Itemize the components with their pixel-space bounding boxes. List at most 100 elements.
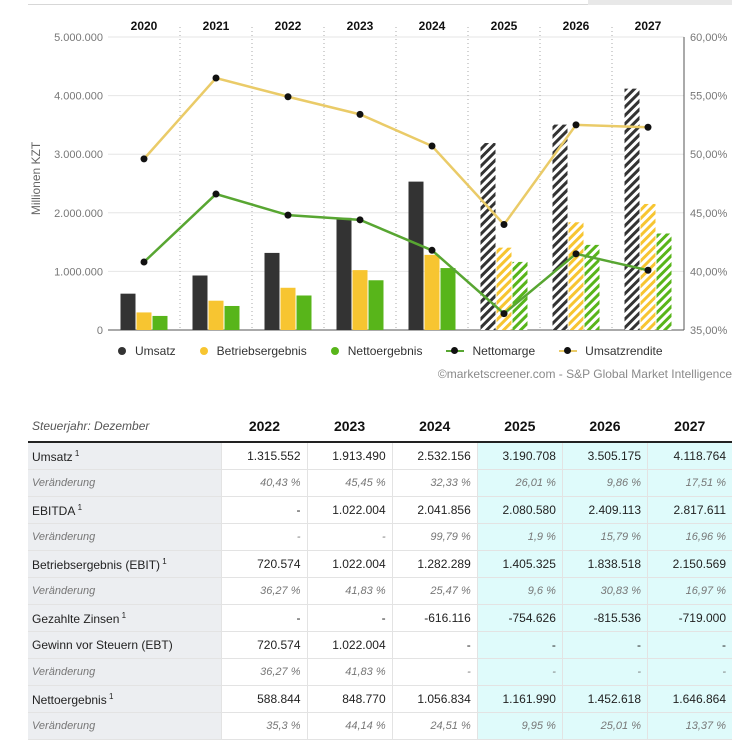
table-row: Veränderung 40,43 % 45,45 % 32,33 % 26,01 % 9… <box>28 469 732 497</box>
x-tick-label: 2025 <box>491 19 518 33</box>
table-cell: 2.150.569 <box>647 550 732 578</box>
bar-nettoergebnis <box>656 233 672 330</box>
table-cell: 588.844 <box>221 685 307 713</box>
y2-tick-label: 35,00% <box>690 325 728 337</box>
chart-legend: Umsatz Betriebsergebnis Nettoergebnis Ne… <box>118 344 687 358</box>
x-tick-label: 2021 <box>203 19 230 33</box>
table-cell: 1.022.004 <box>306 631 393 659</box>
x-tick-label: 2027 <box>635 19 662 33</box>
legend-item-betriebsergebnis[interactable]: Betriebsergebnis <box>199 344 307 358</box>
point-nettomarge <box>356 216 364 224</box>
table-cell: 1.838.518 <box>561 550 648 578</box>
row-label-text: Veränderung <box>32 720 96 732</box>
legend-label: Betriebsergebnis <box>216 344 307 358</box>
bar-nettoergebnis <box>512 261 528 330</box>
table-cell: 99,79 % <box>391 523 478 551</box>
table-cell: 32,33 % <box>391 469 478 497</box>
table-cell: 9,86 % <box>561 469 648 497</box>
bar-nettoergebnis <box>296 295 312 330</box>
table-cell: 24,51 % <box>391 712 478 740</box>
table-cell: - <box>306 604 393 632</box>
bar-betriebsergebnis <box>352 270 368 330</box>
point-umsatzrendite <box>572 121 580 129</box>
table-cell: 848.770 <box>306 685 393 713</box>
footnote-marker: 1 <box>106 691 114 701</box>
bar-betriebsergebnis <box>208 300 224 330</box>
row-label: Gewinn vor Steuern (EBT) <box>28 631 222 659</box>
table-row: Nettoergebnis 1 588.844 848.770 1.056.834 1.… <box>28 685 732 713</box>
row-label-text: Nettoergebnis <box>32 692 107 707</box>
table-row: Veränderung 36,27 % 41,83 % 25,47 % 9,6 % 30,… <box>28 577 732 605</box>
table-cell: 35,3 % <box>221 712 307 740</box>
bar-betriebsergebnis <box>568 222 584 330</box>
point-umsatzrendite <box>212 74 220 82</box>
row-label-text: Veränderung <box>32 585 96 597</box>
row-label-text: Umsatz <box>32 449 73 464</box>
table-cell: 3.190.708 <box>476 442 563 470</box>
x-tick-label: 2026 <box>563 19 590 33</box>
bar-nettoergebnis <box>224 305 240 330</box>
year-header: 2022 <box>221 411 307 443</box>
table-cell: 2.041.856 <box>391 496 478 524</box>
point-nettomarge <box>500 310 508 318</box>
legend-item-nettoergebnis[interactable]: Nettoergebnis <box>330 344 423 358</box>
table-cell: 25,47 % <box>391 577 478 605</box>
table-cell: -754.626 <box>476 604 563 632</box>
table-cell: 2.080.580 <box>476 496 563 524</box>
row-label-text: Gewinn vor Steuern (EBT) <box>32 638 173 652</box>
y-tick-label: 5.000.000 <box>54 32 103 44</box>
point-nettomarge <box>140 258 148 266</box>
legend-label: Nettoergebnis <box>347 344 423 358</box>
bar-umsatz <box>264 252 280 330</box>
point-nettomarge <box>212 190 220 198</box>
financial-table: Steuerjahr: Dezember 2022 2023 2024 2025… <box>28 411 732 740</box>
point-umsatzrendite <box>356 110 364 118</box>
legend-item-umsatz[interactable]: Umsatz <box>118 344 176 358</box>
year-header: 2024 <box>392 411 478 443</box>
table-cell: 2.532.156 <box>391 442 478 470</box>
x-tick-label: 2020 <box>131 19 158 33</box>
bar-umsatz <box>192 275 208 330</box>
table-cell: 1.913.490 <box>306 442 393 470</box>
table-row: Gewinn vor Steuern (EBT) 720.574 1.022.004… <box>28 631 732 659</box>
table-cell: 9,95 % <box>476 712 563 740</box>
legend-item-nettomarge[interactable]: Nettomarge <box>446 344 535 358</box>
umsatzrendite-line-icon <box>559 347 578 355</box>
point-nettomarge <box>644 266 652 274</box>
footnote-marker: 1 <box>75 502 83 512</box>
year-header: 2025 <box>477 411 563 443</box>
row-label-text: Veränderung <box>32 531 96 543</box>
nettoergebnis-swatch-icon <box>330 347 339 355</box>
table-cell: 1,9 % <box>476 523 563 551</box>
table-cell: 30,83 % <box>561 577 648 605</box>
table-cell: 44,14 % <box>306 712 393 740</box>
x-tick-label: 2024 <box>419 19 446 33</box>
bar-betriebsergebnis <box>280 287 296 330</box>
betriebsergebnis-swatch-icon <box>199 347 208 355</box>
y-tick-label: 4.000.000 <box>54 91 103 103</box>
table-cell: - <box>561 631 648 659</box>
table-cell: - <box>647 631 732 659</box>
table-cell: 26,01 % <box>476 469 563 497</box>
table-cell: 17,51 % <box>647 469 732 497</box>
bar-betriebsergebnis <box>424 254 440 330</box>
table-cell: 41,83 % <box>306 658 393 686</box>
table-row: EBITDA 1-1.022.004 2.041.856 2.080.580 2.40… <box>28 496 732 524</box>
table-cell: 1.161.990 <box>476 685 563 713</box>
table-row: Gezahlte Zinsen 1- - -616.116 -754.626 -815.… <box>28 604 732 632</box>
legend-item-umsatzrendite[interactable]: Umsatzrendite <box>559 344 663 358</box>
row-label: Umsatz 1 <box>28 442 222 470</box>
bar-nettoergebnis <box>152 315 168 330</box>
table-row: Betriebsergebnis (EBIT) 1 720.574 1.022.00… <box>28 550 732 578</box>
table-cell: -616.116 <box>391 604 478 632</box>
legend-label: Umsatzrendite <box>585 344 663 358</box>
table-cell: 16,97 % <box>647 577 732 605</box>
y2-tick-label: 60,00% <box>690 32 728 44</box>
row-label: EBITDA 1 <box>28 496 222 524</box>
bar-betriebsergebnis <box>136 312 152 330</box>
bar-umsatz <box>120 293 136 330</box>
line-umsatzrendite <box>143 76 649 227</box>
bar-betriebsergebnis <box>496 247 512 330</box>
nettomarge-line-icon <box>446 347 465 355</box>
chart-credit: ©marketscreener.com - S&P Global Market … <box>437 367 732 381</box>
